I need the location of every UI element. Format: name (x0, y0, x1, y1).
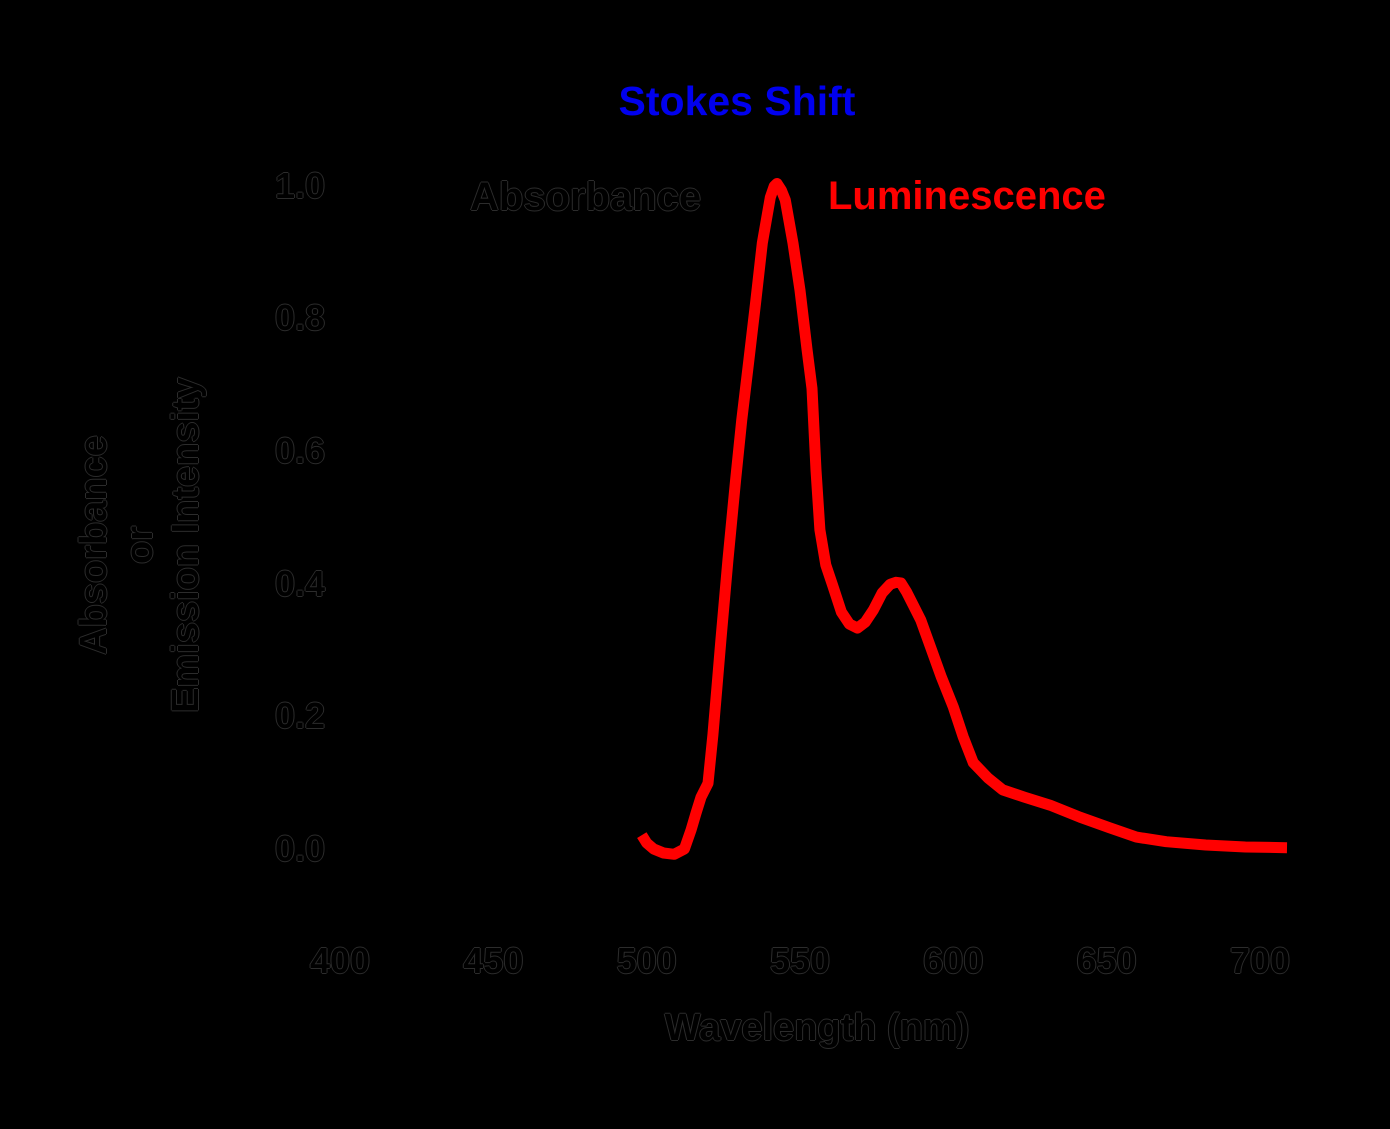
absorbance-annotation: Absorbance (470, 175, 702, 219)
y-tick-label: 0.8 (274, 297, 325, 339)
x-tick-label: 400 (309, 940, 371, 981)
y-tick-label: 0.0 (274, 828, 325, 869)
x-tick-label: 700 (1229, 940, 1291, 981)
x-axis-label: Wavelength (nm) (664, 1007, 970, 1049)
y-axis-label: Absorbance or Emission Intensity (71, 195, 209, 895)
x-tick-label: 500 (616, 940, 677, 981)
chart-title: Stokes Shift (618, 78, 856, 124)
y-tick-label: 0.6 (274, 429, 325, 471)
y-axis-label-line3: Emission Intensity (165, 377, 207, 713)
y-tick-label: 1.0 (274, 164, 325, 206)
y-axis-label-line2: or (119, 526, 161, 564)
y-tick-label: 0.2 (274, 695, 325, 737)
y-tick-label: 0.4 (274, 562, 325, 604)
luminescence-curve (637, 178, 1288, 860)
y-axis-label-line1: Absorbance (73, 435, 115, 655)
x-tick-label: 600 (923, 940, 984, 981)
x-tick-label: 550 (769, 940, 831, 981)
x-tick-label: 650 (1076, 940, 1137, 981)
luminescence-annotation: Luminescence (828, 174, 1106, 218)
x-tick-label: 450 (463, 940, 524, 981)
